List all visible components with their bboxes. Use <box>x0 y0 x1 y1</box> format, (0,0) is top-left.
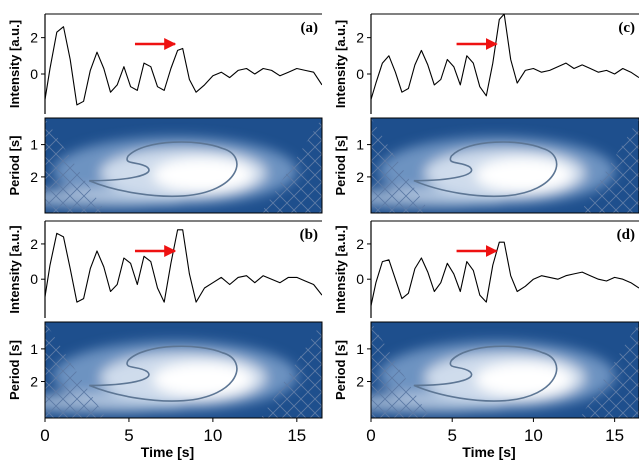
x-tick-label: 15 <box>287 426 306 445</box>
y-tick-label: 1 <box>30 341 38 357</box>
power-region-peak <box>475 157 572 193</box>
x-tick-label: 15 <box>605 426 624 445</box>
y-tick-label: 2 <box>356 236 364 252</box>
y-axis-label: Period [s] <box>7 340 22 400</box>
y-axis-label: Period [s] <box>333 340 348 400</box>
power-region-peak <box>153 157 253 193</box>
x-axis-label: Time [s] <box>462 444 515 460</box>
signal-panel: 2 0 Intensity [a.u.] (b) <box>7 220 322 318</box>
significance-contour <box>413 345 558 402</box>
spectrum-frame <box>370 117 639 214</box>
cone-of-influence <box>45 322 322 418</box>
y-tick-label: 0 <box>356 66 364 82</box>
x-tick-label: 0 <box>40 426 49 445</box>
power-region-peak <box>475 362 572 397</box>
panel-label: (b) <box>300 227 318 243</box>
x-axis-label: Time [s] <box>141 444 194 460</box>
wavelet-spectrum-panel: 1 2 Period [s] <box>333 117 639 214</box>
spectrum-frame <box>44 117 323 214</box>
y-tick-label: 2 <box>30 30 38 46</box>
significance-contour <box>88 141 238 198</box>
y-axis-label: Intensity [a.u.] <box>333 20 348 108</box>
wavelet-spectrum-panel: 1 2 Period [s] 0 5 10 15 Time [s] <box>7 321 323 460</box>
signal-panel: 2 0 Intensity [a.u.] (a) <box>7 13 322 114</box>
y-tick-label: 0 <box>30 271 38 287</box>
y-axis-label: Period [s] <box>333 136 348 196</box>
y-tick-label: 1 <box>30 137 38 153</box>
x-tick-label: 5 <box>124 426 133 445</box>
y-tick-label: 0 <box>356 271 364 287</box>
y-axis-label: Intensity [a.u.] <box>7 225 22 313</box>
y-tick-label: 1 <box>356 137 364 153</box>
x-tick-label: 5 <box>447 426 456 445</box>
panel-label: (c) <box>618 20 635 36</box>
signal-panel: 2 0 Intensity [a.u.] (c) <box>333 13 639 114</box>
signal-curve <box>45 26 322 106</box>
wavelet-spectrum-panel: 1 2 Period [s] <box>7 117 323 214</box>
panel-label: (a) <box>301 20 319 36</box>
cone-of-influence <box>371 118 639 213</box>
signal-panel: 2 0 Intensity [a.u.] (d) <box>333 220 639 318</box>
y-tick-label: 2 <box>30 374 38 390</box>
spectrum-frame <box>370 321 639 419</box>
y-tick-label: 2 <box>356 169 364 185</box>
cone-of-influence <box>371 322 639 418</box>
panel-label: (d) <box>617 227 635 243</box>
y-tick-label: 2 <box>356 30 364 46</box>
significance-contour <box>88 345 238 402</box>
significance-contour <box>413 141 558 198</box>
signal-curve <box>371 241 639 306</box>
y-axis-label: Intensity [a.u.] <box>7 20 22 108</box>
y-axis-label: Period [s] <box>7 136 22 196</box>
wavelet-spectrum-panel: 1 2 Period [s] 0 5 10 15 Time [s] <box>333 321 639 460</box>
x-tick-label: 10 <box>524 426 543 445</box>
y-tick-label: 0 <box>30 66 38 82</box>
power-region-peak <box>153 362 253 397</box>
cone-of-influence <box>45 118 322 213</box>
signal-curve <box>45 229 322 303</box>
y-tick-label: 1 <box>356 341 364 357</box>
x-tick-label: 10 <box>203 426 222 445</box>
y-tick-label: 2 <box>30 169 38 185</box>
y-axis-label: Intensity [a.u.] <box>333 225 348 313</box>
x-tick-label: 0 <box>366 426 375 445</box>
y-tick-label: 2 <box>30 236 38 252</box>
y-tick-label: 2 <box>356 374 364 390</box>
spectrum-frame <box>44 321 323 419</box>
signal-curve <box>371 14 639 100</box>
